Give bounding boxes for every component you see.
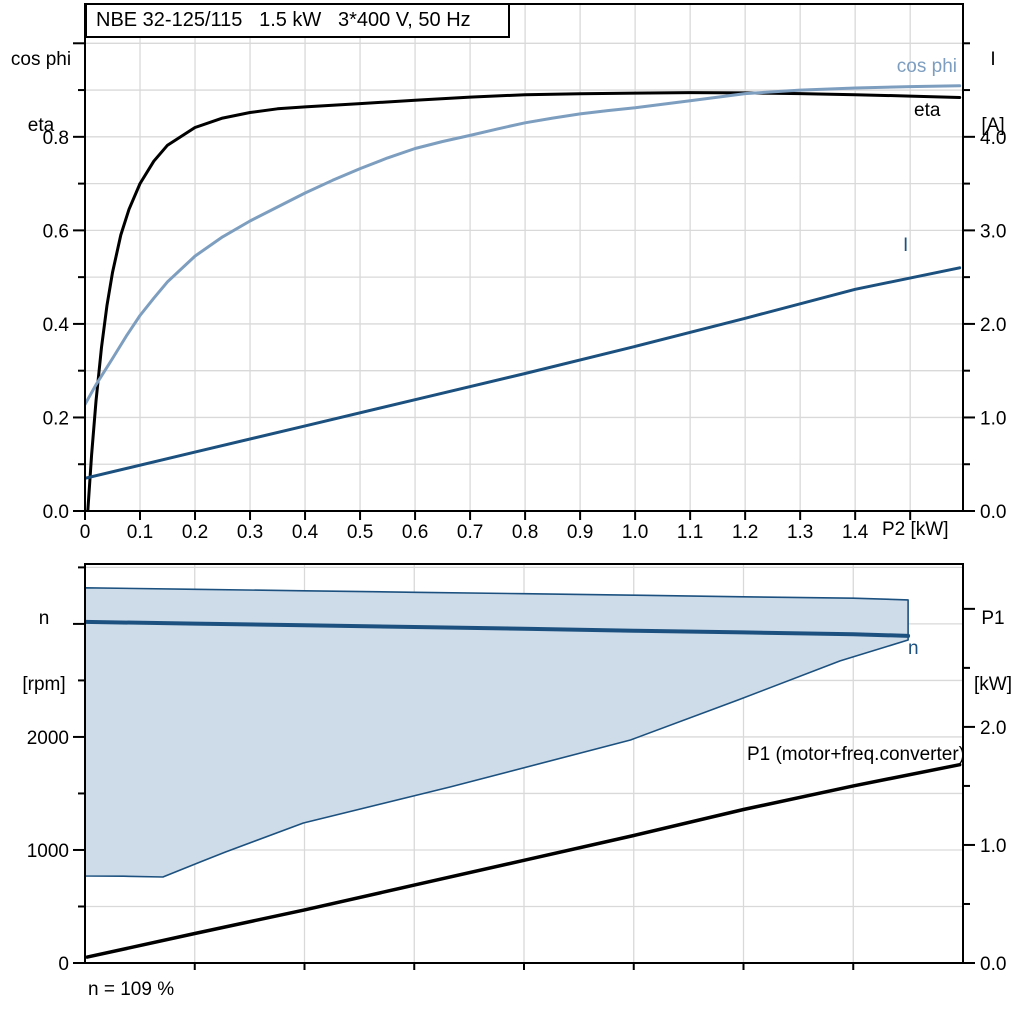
y-right-tick-label: 2.0 [980,718,1006,739]
series-group [85,586,962,959]
x-axis-unit-label: P2 [kW] [882,519,949,540]
panel-bottom: 0 1000 2000 0.0 1.0 2.0 [27,563,1006,975]
axis-header-speed: n [rpm] [8,564,80,740]
x-tick-label: 1.4 [842,522,869,543]
panel-top: 0 0.1 0.2 0.3 0.4 0.5 0.6 0.7 0.8 0.9 1.0 1.1 1.2 1.3… [43,3,1006,543]
x-tick-label: 0.2 [182,522,208,543]
axis-header-cosphi: cos phi [10,49,72,70]
curve-label-cos-phi: cos phi [896,56,957,77]
y-left-tick-label: 0.4 [43,315,70,336]
axis-header-cosphi-eta: cos phi eta [2,5,80,181]
x-tick-label: 0.1 [127,522,153,543]
plot-frame [84,3,964,512]
x-tick-label: 0.7 [457,522,483,543]
speed-note: n = 109 % [88,979,175,1000]
axis-header-speed-symbol: n [38,608,50,629]
title-box: NBE 32-125/115 1.5 kW 3*400 V, 50 Hz [85,3,510,38]
axis-header-p1-symbol: P1 [981,608,1005,629]
axis-header-current: I [A] [966,5,1020,181]
y-left-tick-label: 1000 [27,841,69,862]
axis-header-current-unit: [A] [981,115,1005,136]
chart-title: NBE 32-125/115 1.5 kW 3*400 V, 50 Hz [96,9,471,31]
axis-header-current-symbol: I [990,49,996,70]
y-left-tick-label: 0.6 [43,221,69,242]
x-tick-label: 1.1 [677,522,703,543]
x-tick-label: 1.0 [622,522,648,543]
y-left-tick-label: 0.8 [43,128,69,149]
y-right-tick-label: 3.0 [980,221,1006,242]
y-left-tick-label: 0.2 [43,408,69,429]
y-left-tick-label: 2000 [27,728,69,749]
x-tick-label: 0.9 [567,522,593,543]
x-tick-label: 0.4 [292,522,319,543]
series-line-cos-phi [85,84,962,406]
y-right-tick-label: 1.0 [980,836,1006,857]
series-area-speed-operating-range [85,586,909,878]
x-tick-label: 1.2 [732,522,758,543]
series-line-i [85,266,962,480]
series-line-p1-motor-freq-converter- [85,762,962,959]
axis-header-p1-unit: [kW] [974,674,1012,695]
x-tick-label: 0.6 [402,522,428,543]
y-right-tick-label: 0.0 [980,502,1006,523]
axis-header-speed-unit: [rpm] [22,674,66,695]
axis-header-p1: P1 [kW] [964,564,1022,740]
y-right-tick-label: 4.0 [980,128,1006,149]
x-tick-label: 1.3 [787,522,813,543]
series-line-n [85,619,911,638]
axis-header-eta: eta [27,115,55,136]
y-right-tick-label: 2.0 [980,315,1006,336]
curve-label-eta: eta [914,100,941,121]
series-group [85,84,962,511]
x-tick-label: 0.8 [512,522,538,543]
y-right-tick-label: 1.0 [980,408,1006,429]
x-tick-label: 0 [80,522,91,543]
x-tick-label: 0.3 [237,522,263,543]
y-left-tick-label: 0 [58,954,69,975]
y-right-tick-label: 0.0 [980,954,1006,975]
x-tick-label: 0.5 [347,522,373,543]
curve-label-n: n [908,638,919,659]
curve-label-p1: P1 (motor+freq.converter) [746,744,965,765]
series-line-eta [86,91,962,511]
y-left-tick-label: 0.0 [43,502,69,523]
curve-label-current: I [903,235,909,256]
